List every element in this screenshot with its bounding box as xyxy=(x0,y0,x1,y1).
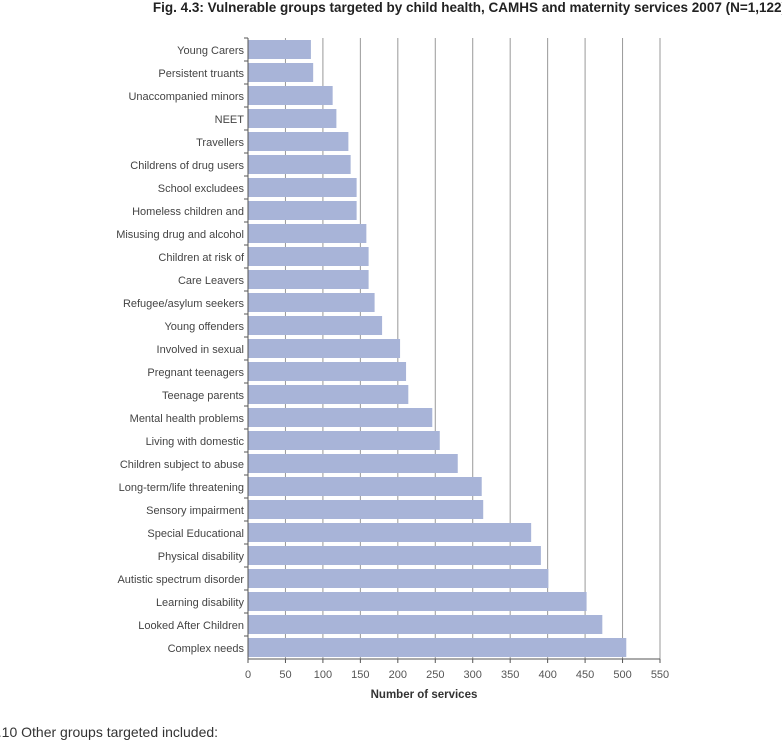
y-tick-label: Pregnant teenagers xyxy=(147,367,244,379)
y-tick-label: Children subject to abuse xyxy=(120,459,244,471)
y-tick-label: Learning disability xyxy=(156,597,245,609)
bar xyxy=(248,638,627,657)
y-tick-label: Persistent truants xyxy=(158,68,244,80)
bar xyxy=(248,592,587,611)
x-tick-label: 150 xyxy=(351,669,369,681)
x-tick-label: 450 xyxy=(576,669,594,681)
bar xyxy=(248,178,357,197)
y-tick-label: Long-term/life threatening xyxy=(119,482,244,494)
bar xyxy=(248,40,311,59)
x-tick-label: 550 xyxy=(651,669,669,681)
bar xyxy=(248,477,482,496)
y-tick-label: Refugee/asylum seekers xyxy=(123,298,245,310)
bar xyxy=(248,132,349,151)
y-tick-label: Homeless children and xyxy=(132,206,244,218)
y-tick-label: Looked After Children xyxy=(138,620,244,632)
bar xyxy=(248,339,401,358)
bar xyxy=(248,270,369,289)
chart-title: Fig. 4.3: Vulnerable groups targeted by … xyxy=(152,0,782,15)
y-tick-label: NEET xyxy=(215,114,245,126)
x-tick-label: 400 xyxy=(538,669,556,681)
bar xyxy=(248,408,433,427)
y-tick-label: Teenage parents xyxy=(162,390,244,402)
bar xyxy=(248,454,458,473)
bar xyxy=(248,569,549,588)
y-tick-label: Mental health problems xyxy=(130,413,245,425)
bar xyxy=(248,523,532,542)
bar xyxy=(248,201,357,220)
footer-text: 4.10 Other groups targeted included: xyxy=(0,724,219,740)
bar xyxy=(248,109,337,128)
y-tick-label: Physical disability xyxy=(158,551,245,563)
bar xyxy=(248,316,383,335)
y-tick-label: Misusing drug and alcohol xyxy=(116,229,244,241)
bar xyxy=(248,546,541,565)
bar xyxy=(248,155,351,174)
bar xyxy=(248,247,369,266)
x-tick-label: 100 xyxy=(314,669,332,681)
y-tick-label: Young Carers xyxy=(177,45,244,57)
y-tick-label: Travellers xyxy=(196,137,244,149)
y-tick-label: Complex needs xyxy=(168,643,245,655)
y-tick-label: Involved in sexual xyxy=(157,344,244,356)
x-tick-label: 350 xyxy=(501,669,519,681)
y-tick-label: Living with domestic xyxy=(146,436,245,448)
y-tick-label: Special Educational xyxy=(147,528,244,540)
x-tick-label: 500 xyxy=(613,669,631,681)
bar xyxy=(248,615,603,634)
bar xyxy=(248,224,367,243)
y-tick-label: Unaccompanied minors xyxy=(128,91,244,103)
bar xyxy=(248,362,407,381)
bar xyxy=(248,431,440,450)
y-tick-label: Childrens of drug users xyxy=(130,160,244,172)
bar-chart: 0 50 100 150 200 250 300 350 400 450 500 550 Young C… xyxy=(116,37,669,701)
bar xyxy=(248,293,375,312)
bar xyxy=(248,385,409,404)
x-tick-label: 0 xyxy=(245,669,251,681)
x-tick-label: 50 xyxy=(279,669,291,681)
y-tick-label: School excludees xyxy=(158,183,245,195)
x-axis-label: Number of services xyxy=(371,689,478,701)
y-tick-label: Autistic spectrum disorder xyxy=(117,574,244,586)
x-tick-label: 200 xyxy=(389,669,407,681)
bar xyxy=(248,86,333,105)
y-tick-label: Children at risk of xyxy=(158,252,245,264)
y-tick-label: Care Leavers xyxy=(178,275,245,287)
x-tick-label: 250 xyxy=(426,669,444,681)
y-tick-label: Sensory impairment xyxy=(146,505,244,517)
x-tick-label: 300 xyxy=(464,669,482,681)
bar xyxy=(248,63,314,82)
bar xyxy=(248,500,484,519)
y-tick-label: Young offenders xyxy=(164,321,244,333)
